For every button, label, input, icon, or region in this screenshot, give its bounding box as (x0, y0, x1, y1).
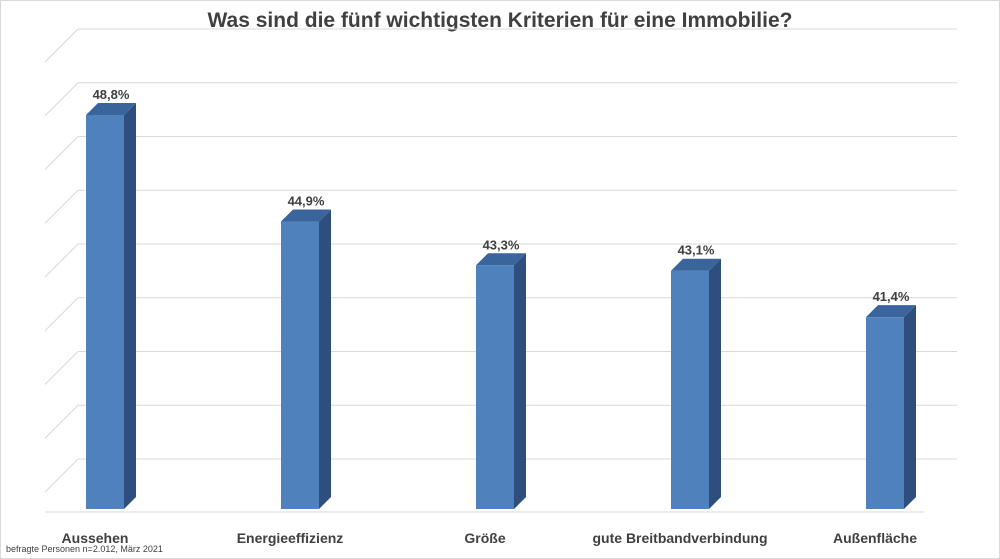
gridline-depth (44, 458, 79, 493)
bar (86, 115, 124, 509)
value-labels: 48,8% 44,9% 43,3% 43,1% 41,4% (93, 87, 910, 304)
gridline-depth (44, 297, 79, 332)
bar-top (476, 253, 526, 266)
value-label: 41,4% (873, 289, 910, 304)
gridline-depth (44, 243, 79, 278)
bar-side (124, 103, 136, 509)
category-label: gute Breitbandverbindung (593, 530, 768, 546)
category-label: Größe (464, 530, 505, 546)
value-label: 43,3% (483, 237, 520, 252)
source-note: befragte Personen n=2.012, März 2021 (6, 544, 163, 554)
category-label: Energieeffizienz (237, 530, 344, 546)
gridline-depth (44, 136, 79, 170)
value-label: 44,9% (288, 194, 325, 209)
bar-side (904, 305, 916, 509)
category-label: Außenfläche (833, 530, 917, 546)
bar-side (709, 258, 721, 509)
bar-side (514, 253, 526, 509)
bar (476, 265, 514, 509)
bar (671, 270, 709, 509)
gridline-depth (44, 189, 79, 224)
gridline-depth (44, 28, 79, 63)
bar-top (866, 305, 916, 318)
value-label: 43,1% (678, 243, 715, 258)
bar-top (86, 103, 136, 115)
value-label: 48,8% (93, 87, 130, 102)
gridline-depth (44, 351, 79, 385)
gridline-depth (44, 82, 79, 117)
bar (281, 221, 319, 510)
bar-top (671, 258, 721, 271)
bars (86, 103, 916, 510)
bar (866, 317, 904, 509)
gridline-depth (44, 404, 79, 439)
category-label: Aussehen (62, 530, 129, 546)
chart-title: Was sind die fünf wichtigsten Kriterien … (207, 9, 793, 32)
bar-side (319, 209, 331, 510)
bar-top (281, 209, 331, 222)
category-labels: Aussehen Energieeffizienz Größe gute Breitb… (62, 530, 918, 546)
